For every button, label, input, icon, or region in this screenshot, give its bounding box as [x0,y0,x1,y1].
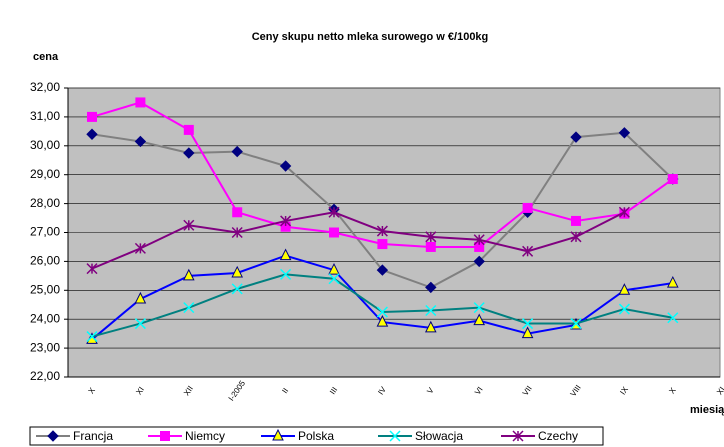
y-tick-label: 29,00 [30,167,60,181]
marker [667,312,679,324]
marker [521,326,534,339]
marker [425,231,437,243]
marker [667,174,678,185]
marker [280,268,292,280]
marker [570,231,582,243]
marker [474,241,485,252]
marker [134,318,146,330]
x-tick-label: III [328,385,339,396]
legend-label: Polska [298,429,334,443]
marker [328,206,340,218]
marker [231,265,244,278]
marker [618,127,631,139]
marker [183,124,194,135]
legend-label: Francja [73,429,113,443]
marker [425,281,437,294]
marker [376,306,388,318]
marker [86,331,98,343]
marker [570,318,582,330]
marker [87,111,97,122]
marker [272,428,284,441]
marker [135,97,146,108]
x-tick-label: XI [134,385,146,396]
marker [618,206,630,218]
marker [279,248,292,261]
x-tick-label: VI [473,385,485,396]
marker [182,268,195,281]
marker [183,302,195,314]
marker [425,304,437,317]
y-tick-label: 27,00 [30,225,60,239]
marker [473,302,485,314]
marker [134,135,147,148]
x-tick-label: IX [618,385,630,397]
marker [522,202,533,213]
y-tick-label: 23,00 [30,340,60,354]
marker [473,234,485,246]
marker [389,430,401,442]
marker [279,160,292,172]
marker [571,215,581,226]
marker [328,262,340,275]
marker [473,313,486,326]
y-tick-label: 22,00 [30,369,60,383]
y-tick-label: 24,00 [30,311,60,325]
legend-label: Czechy [538,429,578,443]
marker [377,239,388,250]
x-tick-label: X [86,385,97,395]
marker [280,215,292,227]
marker [328,273,340,285]
y-axis-label: cena [33,51,59,63]
marker [86,263,98,275]
marker [329,227,339,238]
legend-label: Słowacja [415,429,463,443]
marker [134,242,146,254]
x-tick-label: XI [715,385,724,396]
x-axis-label: miesiąc [690,404,724,416]
marker [618,283,631,295]
x-tick-label: XII [182,384,195,397]
marker [473,255,485,268]
marker [231,283,243,295]
marker [376,225,388,237]
x-tick-label: VII [521,384,534,397]
x-tick-label: I-2005 [227,378,248,402]
x-tick-label: X [667,385,678,395]
marker [522,318,534,330]
marker [183,219,195,231]
x-tick-label: IV [376,385,388,397]
series-line [91,211,625,270]
marker [424,320,437,333]
marker [183,147,195,159]
marker [666,275,679,288]
marker [231,226,243,239]
x-tick-label: II [280,386,290,395]
chart-title: Ceny skupu netto mleka surowego w €/100k… [252,31,489,43]
y-tick-label: 26,00 [30,254,60,268]
legend-label: Niemcy [185,429,225,443]
y-tick-label: 32,00 [30,80,60,94]
x-tick-label: V [425,385,436,395]
marker [618,303,630,315]
y-tick-label: 28,00 [30,196,60,210]
marker [160,431,170,441]
y-tick-label: 31,00 [30,109,60,123]
marker [376,314,389,327]
marker [231,145,243,158]
marker [86,128,98,140]
marker [512,430,524,442]
marker [134,291,147,304]
x-tick-label: VIII [569,383,583,398]
legend-box [29,426,604,446]
y-tick-label: 30,00 [30,138,60,152]
marker [425,241,436,252]
marker [47,430,59,442]
marker [280,221,291,232]
y-tick-label: 25,00 [30,282,60,296]
marker [522,245,534,257]
marker [570,131,582,143]
marker [232,207,243,218]
marker [376,264,389,276]
